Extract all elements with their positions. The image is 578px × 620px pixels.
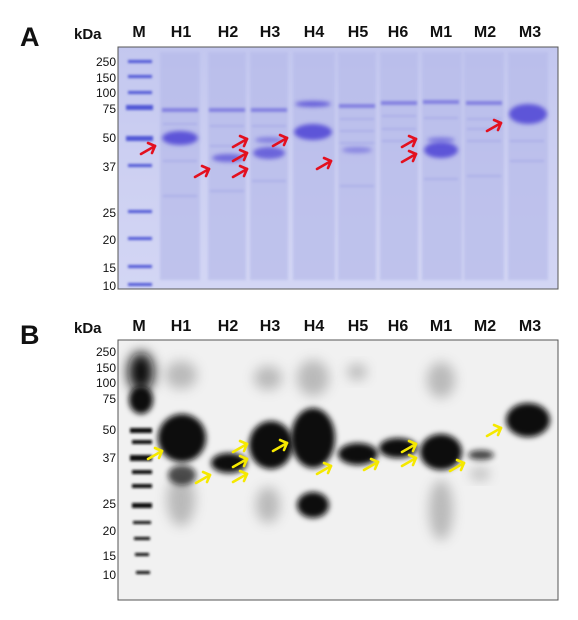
panel-a-lane-label-m: M <box>132 24 146 41</box>
panel-b-unit-label: kDa <box>74 320 102 337</box>
panel-a-lane-label-h6: H6 <box>387 24 409 41</box>
panel-b-lane-label-h1: H1 <box>170 318 192 335</box>
panel-b-lane-label-h2: H2 <box>217 318 239 335</box>
panel-a-mw-75: 75 <box>102 102 116 116</box>
panel-b-mw-250: 250 <box>95 345 116 359</box>
panel-b-mw-10: 10 <box>102 568 116 582</box>
panel-a-mw-50: 50 <box>102 131 116 145</box>
panel-a-mw-20: 20 <box>102 233 116 247</box>
panel-a-mw-10: 10 <box>102 279 116 293</box>
panel-b-lane-label-m1: M1 <box>429 318 453 335</box>
panel-b-mw-37: 37 <box>102 451 116 465</box>
panel-a-lane-label-m3: M3 <box>518 24 542 41</box>
panel-b-lane-label-m3: M3 <box>518 318 542 335</box>
panel-b-mw-15: 15 <box>102 549 116 563</box>
panel-b-mw-150: 150 <box>95 361 116 375</box>
panel-b-mw-25: 25 <box>102 497 116 511</box>
panel-b-lane-label-h5: H5 <box>347 318 369 335</box>
panel-b-lane-label-h3: H3 <box>259 318 281 335</box>
panel-b-mw-50: 50 <box>102 423 116 437</box>
panel-a-mw-150: 150 <box>95 71 116 85</box>
panel-a-lane-label-m2: M2 <box>473 24 497 41</box>
panel-a-mw-250: 250 <box>95 55 116 69</box>
panel-a-mw-37: 37 <box>102 160 116 174</box>
panel-b-mw-100: 100 <box>95 376 116 390</box>
panel-a-letter: A <box>20 22 40 52</box>
panel-a-mw-100: 100 <box>95 86 116 100</box>
panel-b-letter: B <box>20 320 40 350</box>
panel-b-mw-75: 75 <box>102 392 116 406</box>
panel-b-mw-20: 20 <box>102 524 116 538</box>
panel-a-unit-label: kDa <box>74 26 102 43</box>
panel-b-lane-label-h6: H6 <box>387 318 409 335</box>
panel-a-lane-label-h3: H3 <box>259 24 281 41</box>
panel-a-lane-label-h4: H4 <box>303 24 325 41</box>
panel-a-mw-15: 15 <box>102 261 116 275</box>
panel-b-lane-label-m: M <box>132 318 146 335</box>
panel-a-lane-label-m1: M1 <box>429 24 453 41</box>
panel-a-lane-label-h2: H2 <box>217 24 239 41</box>
panel-b-lane-label-h4: H4 <box>303 318 325 335</box>
panel-b-lane-label-m2: M2 <box>473 318 497 335</box>
panel-a-mw-25: 25 <box>102 206 116 220</box>
panel-a-gel <box>117 46 559 290</box>
panel-b-blot <box>117 339 559 601</box>
panel-a-lane-label-h5: H5 <box>347 24 369 41</box>
panel-a-lane-label-h1: H1 <box>170 24 192 41</box>
